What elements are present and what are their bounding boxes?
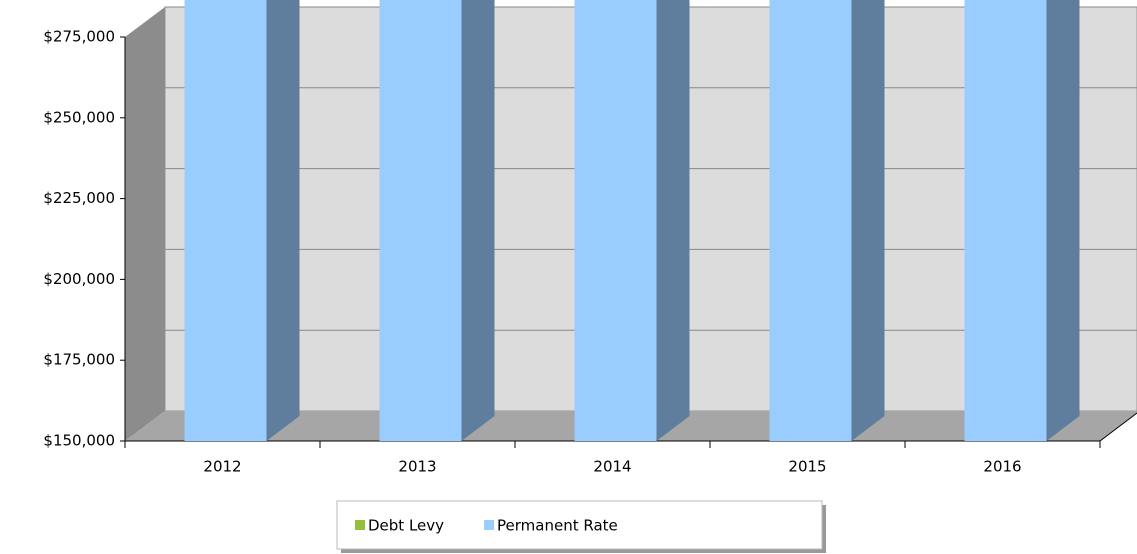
left-wall [125, 7, 165, 441]
bar-side [851, 0, 885, 441]
y-tick-label: $200,000 [43, 270, 115, 288]
bar [574, 0, 657, 441]
floor-edge [1099, 412, 1137, 442]
legend [336, 500, 823, 550]
bar [769, 0, 852, 441]
x-tick-label: 2016 [983, 458, 1021, 476]
bar-side [266, 0, 300, 441]
y-tick-label: $175,000 [43, 351, 115, 369]
legend-swatch [484, 520, 495, 530]
legend-swatch [355, 520, 365, 530]
legend-label: Debt Levy [368, 517, 444, 535]
bar [379, 0, 462, 441]
bar [184, 0, 267, 442]
y-tick-label: $150,000 [43, 432, 115, 450]
x-tick-label: 2015 [788, 458, 826, 476]
legend-label: Permanent Rate [497, 517, 618, 535]
x-tick-label: 2012 [203, 458, 241, 476]
bar-side [1046, 0, 1080, 441]
y-tick-label: $275,000 [43, 28, 115, 46]
bar [964, 0, 1047, 441]
bar-side [656, 0, 690, 441]
x-tick-label: 2013 [398, 458, 436, 476]
bar-side [461, 0, 495, 441]
x-tick-label: 2014 [593, 458, 631, 476]
y-tick-label: $250,000 [43, 108, 115, 126]
y-tick-label: $225,000 [43, 189, 115, 207]
